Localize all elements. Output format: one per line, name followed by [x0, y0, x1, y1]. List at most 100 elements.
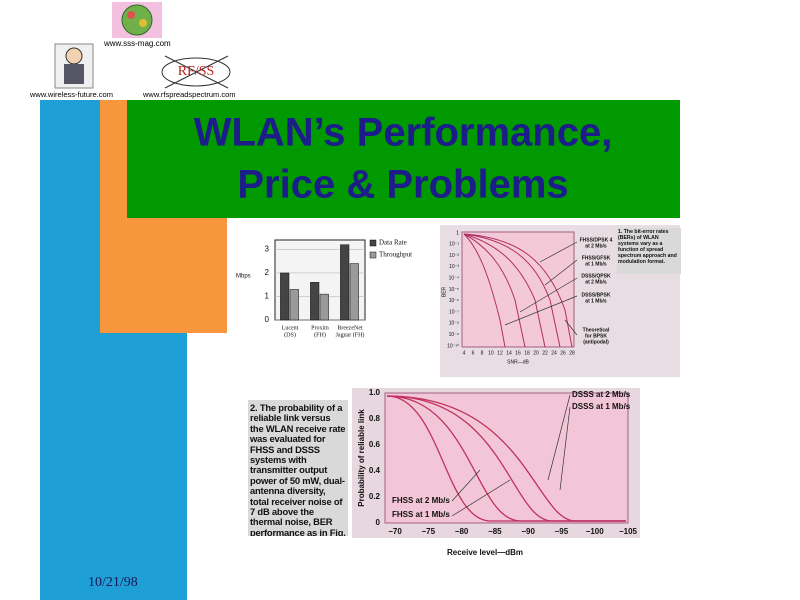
reliability-curves [386, 395, 626, 522]
y-tick-label: 0 [265, 315, 270, 324]
curve-label: at 1 Mb/s [585, 261, 607, 267]
curve-label: FHSS/DPSK 4 [580, 237, 613, 243]
bar [289, 289, 299, 321]
reliability-figure: 0 0.2 0.4 0.6 0.8 1.0 −70 −75 −80 −85 −90 −95 −100 −1… [352, 388, 640, 557]
legend-swatch [369, 251, 377, 259]
legend-entry: Throughput [379, 251, 412, 259]
y-tick-label: 10⁻⁹ [449, 332, 459, 338]
y-tick-label: 1 [456, 230, 459, 236]
y-tick-label: 1.0 [369, 388, 381, 397]
y-tick-label: 0.2 [369, 492, 381, 501]
y-tick-label: 10⁻⁶ [449, 298, 459, 304]
axis-label: Mbps [236, 274, 251, 280]
y-tick-label: 10⁻² [449, 253, 459, 259]
curve-label: for BPSK [585, 333, 607, 339]
x-tick-label: Jaguar (FH) [336, 331, 365, 338]
logo-link: www.rfspreadspectrum.com [142, 90, 236, 99]
x-tick-label: 4 [463, 350, 466, 356]
x-tick-label: 24 [551, 350, 557, 356]
bar [349, 263, 359, 321]
legend-swatch [369, 239, 377, 247]
y-tick-label: 0 [376, 518, 381, 527]
curve-label: (antipodal) [583, 339, 609, 345]
plot-area [384, 392, 629, 524]
x-tick-label: 12 [497, 350, 503, 356]
y-tick-label: 1 [265, 292, 270, 301]
x-tick-label: (FH) [314, 331, 326, 338]
x-tick-label: 28 [569, 350, 575, 356]
y-tick-label: 0.4 [369, 466, 381, 475]
curve-label: FHSS at 2 Mb/s [392, 496, 450, 505]
legend-entry: Data Rate [379, 239, 407, 247]
date: 10/21/98 [88, 575, 138, 590]
x-tick-label: −80 [455, 527, 469, 536]
y-tick-label: 10⁻³ [449, 264, 459, 270]
x-tick-label: −90 [521, 527, 535, 536]
x-tick-label: 10 [488, 350, 494, 356]
curve-label: DSSS/QPSK [581, 273, 611, 279]
bar [319, 293, 329, 321]
axis-label: Probability of reliable link [357, 409, 366, 507]
x-tick-label: −70 [388, 527, 402, 536]
callout-lines [504, 241, 578, 336]
x-tick-label: (DS) [284, 331, 296, 338]
curve-label: at 2 Mb/s [585, 279, 607, 285]
axis-label: SNR—dB [507, 359, 529, 365]
y-tick-label: 3 [265, 245, 270, 254]
x-tick-label: Proxim [311, 325, 329, 331]
axis-label: BER [441, 286, 447, 297]
logo-link: www.wireless-future.com [29, 90, 113, 99]
plot-area [461, 231, 575, 348]
x-tick-label: 20 [533, 350, 539, 356]
bar [340, 244, 350, 321]
x-tick-label: −95 [555, 527, 569, 536]
figure-caption: 2. The probability of a reliable link ve… [248, 400, 348, 536]
curve-label: FHSS at 1 Mb/s [392, 510, 450, 519]
callout-lines [451, 394, 571, 517]
y-tick-label: 10⁻⁸ [449, 321, 459, 327]
bar [310, 282, 320, 321]
curve-label: FHSS/GFSK [582, 255, 611, 261]
throughput-figure: 0 1 2 3 Mbps Lucent(DS) Proxim(FH) BreezeNetJag… [228, 222, 428, 338]
x-tick-label: −75 [421, 527, 435, 536]
y-tick-label: 2 [265, 268, 270, 277]
title-box [127, 100, 680, 218]
logo-text: RF/SS [178, 64, 215, 79]
y-tick-label: 10⁻⁷ [449, 309, 459, 315]
x-tick-label: 26 [560, 350, 566, 356]
figure-caption: 1. The bit-error rates (BERs) of WLAN sy… [617, 228, 681, 274]
x-tick-label: BreezeNet [337, 325, 363, 331]
title-line: WLAN’s Performance, [194, 111, 613, 155]
curve-label: DSSS/BPSK [582, 292, 611, 298]
logo-person [54, 43, 94, 89]
axis-label: Receive level—dBm [447, 548, 523, 557]
curve-label: DSSS at 2 Mb/s [572, 390, 631, 399]
y-tick-label: 10⁻⁵ [449, 287, 459, 293]
logo-link: www.sss-mag.com [103, 39, 171, 48]
x-tick-label: 6 [472, 350, 475, 356]
y-tick-label: 10⁻¹⁰ [447, 343, 459, 349]
x-tick-label: 16 [515, 350, 521, 356]
x-tick-label: 14 [506, 350, 512, 356]
curve-label: at 2 Mb/s [585, 243, 607, 249]
bar [280, 272, 290, 321]
logo-rfss: RF/SS [161, 55, 231, 89]
title-line: Price & Problems [237, 163, 568, 207]
y-tick-label: 10⁻⁴ [449, 276, 459, 282]
x-tick-label: 22 [542, 350, 548, 356]
logo-globe [112, 2, 162, 38]
y-tick-label: 0.8 [369, 414, 381, 423]
curve-label: at 1 Mb/s [585, 298, 607, 304]
y-tick-label: 10⁻¹ [449, 242, 459, 248]
y-tick-label: 0.6 [369, 440, 381, 449]
x-tick-label: −105 [619, 527, 638, 536]
curve-label: Theoretical [583, 327, 610, 333]
x-tick-label: Lucent [282, 325, 299, 331]
x-tick-label: 8 [481, 350, 484, 356]
x-tick-label: −85 [488, 527, 502, 536]
x-tick-label: 18 [524, 350, 530, 356]
curve-label: DSSS at 1 Mb/s [572, 402, 631, 411]
x-tick-label: −100 [586, 527, 605, 536]
